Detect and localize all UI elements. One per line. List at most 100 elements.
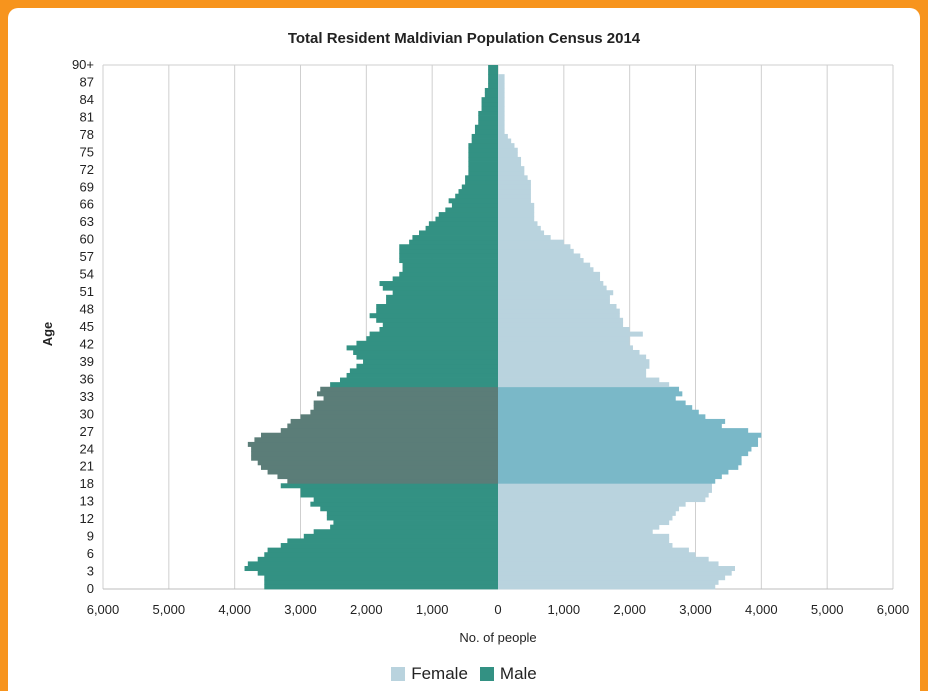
- bar-female: [498, 418, 726, 424]
- bar-male: [412, 235, 498, 241]
- bar-female: [498, 501, 686, 507]
- bar-female: [498, 331, 643, 337]
- bar-female: [498, 156, 522, 162]
- bar-male: [264, 579, 499, 585]
- bar-male: [435, 216, 498, 222]
- legend: Female Male: [0, 664, 928, 684]
- bar-female: [498, 414, 706, 420]
- y-tick-label: 12: [80, 511, 94, 526]
- bar-female: [498, 175, 528, 181]
- y-tick-label: 87: [80, 74, 94, 89]
- y-tick-label: 39: [80, 354, 94, 369]
- y-tick-label: 45: [80, 319, 94, 334]
- bar-male: [313, 400, 498, 406]
- bar-female: [498, 561, 719, 567]
- x-tick-label: 3,000: [679, 602, 712, 617]
- bar-female: [498, 405, 693, 411]
- bar-male: [313, 529, 498, 535]
- bar-male: [349, 368, 499, 374]
- bar-male: [458, 189, 498, 195]
- bar-female: [498, 382, 670, 388]
- bar-male: [399, 253, 498, 259]
- bar-female: [498, 327, 630, 332]
- bar-male: [376, 304, 498, 310]
- bar-female: [498, 253, 581, 259]
- bar-male: [392, 290, 498, 296]
- bar-male: [369, 313, 499, 319]
- bar-female: [498, 304, 617, 310]
- bar-female: [498, 520, 670, 526]
- bar-female: [498, 538, 670, 544]
- bar-male: [287, 423, 499, 429]
- bar-male: [280, 543, 498, 549]
- bar-male: [461, 184, 499, 190]
- bar-male: [376, 317, 498, 323]
- bar-female: [498, 258, 584, 264]
- bar-male: [247, 561, 499, 567]
- bar-male: [478, 115, 498, 121]
- y-tick-label: 36: [80, 371, 94, 386]
- bar-female: [498, 584, 716, 590]
- bar-male: [353, 349, 498, 355]
- y-tick-label: 30: [80, 406, 94, 421]
- bar-male: [300, 487, 498, 493]
- bar-male: [481, 101, 499, 107]
- legend-item-male: Male: [479, 664, 537, 684]
- bar-male: [438, 212, 498, 218]
- bar-female: [498, 464, 739, 470]
- bar-male: [300, 492, 498, 498]
- bar-male: [451, 202, 498, 208]
- bar-male: [465, 175, 499, 181]
- bar-male: [471, 138, 498, 144]
- bar-female: [498, 193, 531, 199]
- bar-male: [455, 193, 498, 199]
- y-axis-label: Age: [40, 322, 55, 347]
- bar-female: [498, 308, 620, 314]
- bar-female: [498, 133, 508, 139]
- legend-swatch-female: [391, 667, 406, 681]
- bar-female: [498, 285, 607, 291]
- bar-male: [290, 418, 499, 424]
- bar-male: [468, 143, 499, 149]
- x-tick-label: 5,000: [153, 602, 186, 617]
- bar-female: [498, 230, 545, 236]
- bar-female: [498, 110, 505, 116]
- bar-male: [251, 455, 499, 461]
- bar-female: [498, 120, 505, 126]
- bar-female: [498, 166, 525, 172]
- bar-female: [498, 317, 624, 323]
- bar-female: [498, 377, 660, 383]
- bar-male: [363, 359, 499, 365]
- y-tick-label: 81: [80, 109, 94, 124]
- x-tick-label: 1,000: [548, 602, 581, 617]
- y-axis-ticks: 0369121318212427303336394245485154576063…: [72, 57, 94, 596]
- bar-male: [330, 382, 499, 388]
- y-tick-label: 75: [80, 144, 94, 159]
- bar-male: [287, 538, 499, 544]
- y-tick-label: 21: [80, 459, 94, 474]
- bar-male: [392, 276, 498, 282]
- bar-female: [498, 533, 670, 539]
- bar-female: [498, 506, 680, 512]
- bar-female: [498, 432, 762, 438]
- bar-male: [316, 391, 498, 397]
- bar-male: [267, 469, 499, 475]
- bar-male: [488, 83, 499, 89]
- bar-male: [399, 248, 498, 254]
- x-tick-label: 3,000: [284, 602, 317, 617]
- x-tick-label: 6,000: [877, 602, 910, 617]
- bar-female: [498, 547, 689, 553]
- bar-female: [498, 92, 505, 98]
- bar-male: [488, 78, 499, 84]
- bar-male: [356, 363, 498, 369]
- bar-female: [498, 423, 722, 429]
- bar-male: [280, 428, 498, 434]
- bar-female: [498, 474, 722, 480]
- bar-female: [498, 212, 535, 218]
- bar-female: [498, 515, 673, 521]
- bar-male: [468, 156, 499, 162]
- bar-male: [300, 414, 498, 420]
- bar-female: [498, 97, 505, 103]
- bar-female: [498, 299, 610, 305]
- bar-male: [369, 331, 499, 337]
